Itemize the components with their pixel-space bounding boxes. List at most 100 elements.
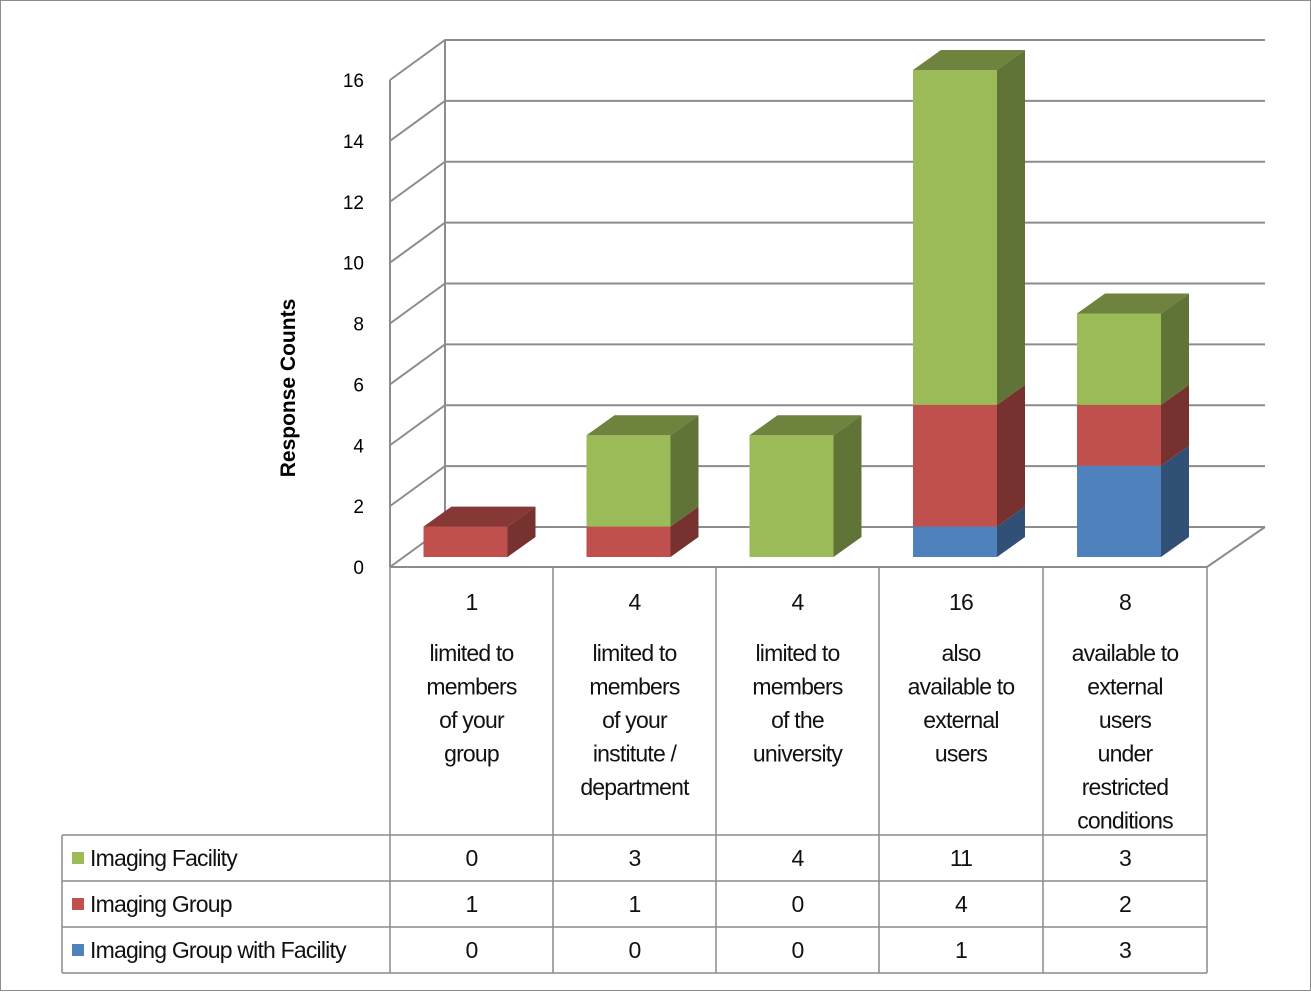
category-label: members <box>752 674 843 700</box>
category-total: 4 <box>792 589 805 615</box>
table-value: 1 <box>629 891 641 917</box>
bar-front <box>1077 465 1161 557</box>
category-total: 16 <box>949 589 973 615</box>
bar-top <box>913 50 1025 70</box>
bar-side <box>833 415 862 557</box>
category-label: members <box>589 674 680 700</box>
gridline <box>389 39 1265 81</box>
bar-side <box>670 415 699 527</box>
category-total: 4 <box>629 589 642 615</box>
bar-side <box>997 384 1025 527</box>
bar-side <box>1161 445 1189 557</box>
category-label: users <box>935 741 988 767</box>
bar-front <box>913 404 997 527</box>
gridline <box>389 160 1265 203</box>
category-label: conditions <box>1077 808 1173 834</box>
bar-side <box>1161 293 1189 405</box>
legend-label: Imaging Facility <box>90 845 238 871</box>
table-value: 1 <box>466 891 478 917</box>
legend-label: Imaging Group with Facility <box>90 937 347 963</box>
gridline <box>389 221 1265 264</box>
table-value: 2 <box>1119 891 1131 917</box>
table-value: 11 <box>950 845 972 871</box>
bar-segment <box>913 384 1025 527</box>
table-value: 1 <box>955 937 967 963</box>
bar-top <box>423 506 536 527</box>
category-label: limited to <box>755 640 839 666</box>
category-label: users <box>1099 707 1152 733</box>
y-tick-label: 16 <box>343 71 364 92</box>
table-value: 3 <box>1119 937 1131 963</box>
category-label: members <box>426 674 517 700</box>
category-label: department <box>580 774 690 800</box>
bar-segment <box>1077 445 1189 557</box>
category-label: external <box>1087 674 1162 700</box>
bar-top <box>586 415 699 436</box>
table-value: 0 <box>629 937 641 963</box>
legend-swatch <box>72 898 84 910</box>
bar-front <box>913 70 997 405</box>
category-label: group <box>444 741 499 767</box>
category-label: available to <box>908 674 1015 700</box>
category-label: of your <box>602 707 668 733</box>
bar-segment <box>913 506 1025 557</box>
table-value: 3 <box>629 845 641 871</box>
category-total: 1 <box>466 589 478 615</box>
bar-segment <box>913 50 1025 405</box>
category-label: of the <box>771 707 824 733</box>
category-label: also <box>942 640 981 666</box>
y-tick-label: 8 <box>353 315 364 336</box>
category-label: restricted <box>1082 774 1169 800</box>
bar-front <box>423 526 508 557</box>
category-label: available to <box>1072 640 1179 666</box>
bar-segment <box>586 415 699 527</box>
table-value: 0 <box>792 891 804 917</box>
y-tick-label: 6 <box>353 375 364 396</box>
category-total: 8 <box>1119 589 1131 615</box>
legend-swatch <box>72 944 84 956</box>
y-tick-label: 2 <box>353 497 364 518</box>
gridline <box>389 99 1265 142</box>
y-tick-label: 0 <box>353 558 364 579</box>
bar-front <box>749 435 834 557</box>
category-label: under <box>1098 741 1154 767</box>
bar-side <box>997 506 1025 557</box>
bar-side <box>670 506 699 557</box>
bar-side <box>997 50 1025 405</box>
bar-segment <box>1077 293 1189 405</box>
category-label: of your <box>439 707 505 733</box>
legend-swatch <box>72 852 84 864</box>
bar-side <box>507 506 536 557</box>
table-value: 4 <box>955 891 968 917</box>
table-value: 0 <box>792 937 804 963</box>
bar-front <box>586 526 671 557</box>
category-label: limited to <box>429 640 513 666</box>
bar-side <box>1161 384 1189 466</box>
legend-label: Imaging Group <box>90 891 232 917</box>
y-tick-label: 4 <box>353 436 364 457</box>
bar-segment <box>1077 384 1189 466</box>
bar-front <box>913 526 997 557</box>
bar-top <box>749 415 862 436</box>
bar-front <box>1077 404 1161 466</box>
bar-front <box>1077 313 1161 405</box>
bar-segment <box>423 506 536 557</box>
category-label: institute / <box>593 741 678 767</box>
y-tick-label: 10 <box>343 254 364 275</box>
bar-segment <box>749 415 862 557</box>
table-value: 0 <box>466 845 478 871</box>
y-tick-label: 14 <box>343 132 365 153</box>
bar-segment <box>586 506 699 557</box>
category-label: limited to <box>592 640 676 666</box>
y-tick-label: 12 <box>343 193 364 214</box>
category-label: external <box>923 707 998 733</box>
bar-front <box>586 435 671 527</box>
table-value: 3 <box>1119 845 1131 871</box>
y-axis-title: Response Counts <box>277 299 300 478</box>
table-value: 0 <box>466 937 478 963</box>
table-value: 4 <box>792 845 805 871</box>
bar-top <box>1077 293 1189 314</box>
category-label: university <box>753 741 843 767</box>
